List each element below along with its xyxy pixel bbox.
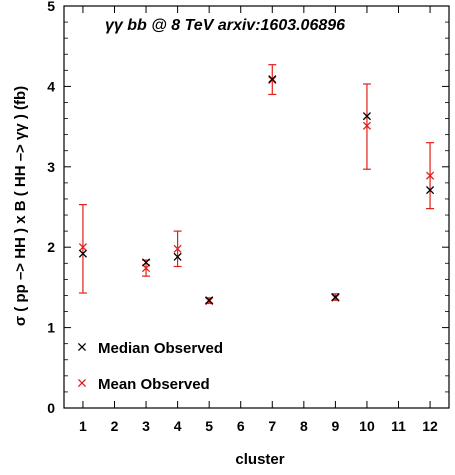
legend: Median Observed Mean Observed <box>78 340 223 393</box>
y-tick-label: 5 <box>47 0 55 14</box>
chart-title: γγ bb @ 8 TeV arxiv:1603.06896 <box>105 17 345 34</box>
data-markers <box>79 76 433 305</box>
x-tick-label: 10 <box>359 418 375 434</box>
legend-markers <box>78 343 85 386</box>
y-tick-labels: 0 1 2 3 4 5 <box>47 0 55 416</box>
y-tick-label: 0 <box>47 400 55 416</box>
x-tick-label: 7 <box>268 418 276 434</box>
x-tick-label: 8 <box>300 418 308 434</box>
x-tick-label: 4 <box>174 418 182 434</box>
legend-marker-mean <box>78 379 85 386</box>
y-axis-title: σ ( pp –> HH ) x B ( HH –> γγ ) (fb) <box>12 86 29 326</box>
x-tick-label: 6 <box>237 418 245 434</box>
x-tick-label: 2 <box>111 418 119 434</box>
x-tick-label: 12 <box>422 418 438 434</box>
x-axis-title: cluster <box>235 451 284 468</box>
y-tick-label: 2 <box>47 239 55 255</box>
x-tick-label: 1 <box>79 418 87 434</box>
y-tick-label: 4 <box>47 78 55 94</box>
x-tick-label: 11 <box>391 418 406 434</box>
y-tick-label: 1 <box>47 320 55 336</box>
x-tick-label: 9 <box>331 418 339 434</box>
x-tick-label: 5 <box>205 418 213 434</box>
legend-label-median: Median Observed <box>98 340 223 357</box>
error-bars <box>79 65 434 304</box>
legend-marker-median <box>78 343 85 350</box>
x-tick-label: 3 <box>142 418 150 434</box>
y-tick-label: 3 <box>47 159 55 175</box>
x-tick-labels: 1 2 3 4 5 6 7 8 9 10 11 12 <box>79 418 438 434</box>
legend-label-mean: Mean Observed <box>98 376 210 393</box>
